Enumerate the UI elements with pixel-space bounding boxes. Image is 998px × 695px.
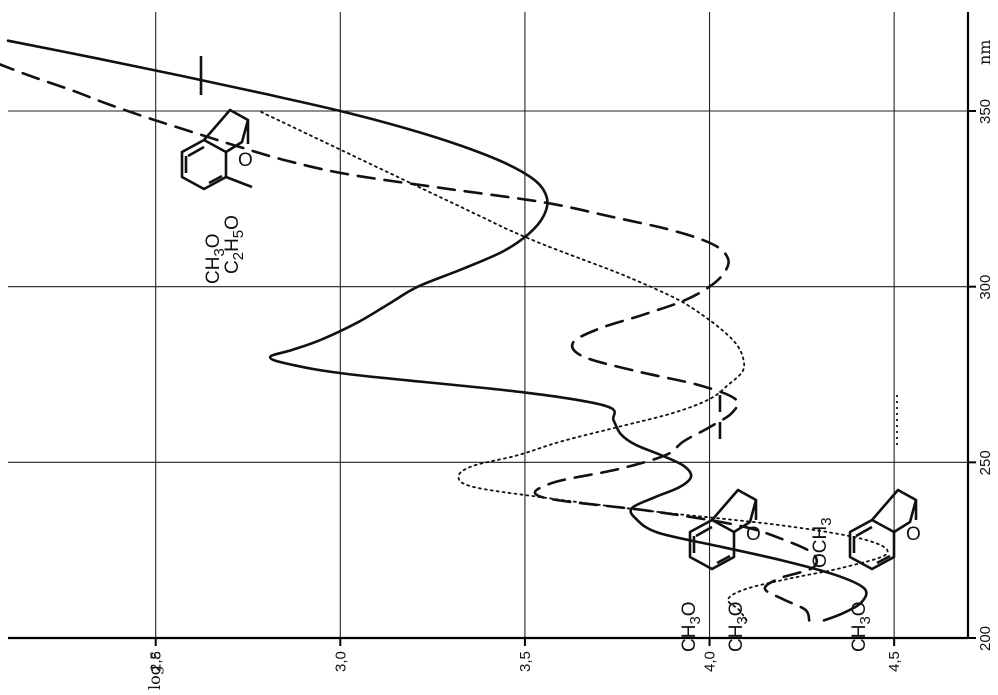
structure-3-keto: O <box>906 524 921 545</box>
series-group <box>0 39 889 622</box>
s1-o2: C <box>222 260 243 274</box>
ytick-label-0: 4,5 <box>886 651 903 672</box>
svg-text:C2H5O: C2H5O <box>222 215 247 274</box>
series-dotted-line <box>258 110 889 622</box>
series-dashed-line <box>0 63 819 622</box>
s1-o2-sub1: 2 <box>230 252 247 260</box>
s3-o1: CH <box>849 625 870 652</box>
xtick-label-2: 300 <box>977 275 994 300</box>
y-tick-labels: 4,5 4,0 3,5 3,0 2,5 <box>148 638 903 672</box>
svg-text:CH3O: CH3O <box>203 233 228 284</box>
xtick-label-0: 200 <box>977 626 994 651</box>
ytick-label-1: 4,0 <box>702 651 719 672</box>
ytick-label-4: 2,5 <box>148 651 165 672</box>
s1-o1: CH <box>203 257 224 284</box>
structure-3: O <box>848 488 921 571</box>
y-axis-label: log ε <box>145 652 164 690</box>
structure-1: O <box>180 108 253 191</box>
structure-3-substituents: CH3O OCH3 <box>810 517 874 652</box>
x-axis-label: nm <box>975 40 994 65</box>
s3-o1-sub: 3 <box>857 616 874 624</box>
svg-text:OCH3: OCH3 <box>810 517 835 568</box>
s1-o1-tail: O <box>203 233 224 248</box>
structure-2-substituents: CH3O CH3O <box>679 601 751 652</box>
s2-o1-tail: O <box>679 601 700 616</box>
structure-1-substituents: CH3O C2H5O <box>203 215 247 284</box>
structure-1-keto: O <box>238 150 253 171</box>
plot-frame <box>8 12 970 640</box>
grid <box>8 12 968 638</box>
x-tick-labels: 200 250 300 350 <box>968 99 994 651</box>
xtick-label-1: 250 <box>977 450 994 475</box>
s1-o2-mid: H <box>222 238 243 252</box>
s2-o2: CH <box>726 625 747 652</box>
s3-o1-tail: O <box>849 601 870 616</box>
s2-o1-sub: 3 <box>687 616 704 624</box>
svg-text:CH3O: CH3O <box>849 601 874 652</box>
s1-o2-sub2: 5 <box>230 230 247 238</box>
series-solid-line <box>6 39 868 622</box>
structure-2-keto: O <box>746 524 761 545</box>
s1-o1-sub: 3 <box>211 248 228 256</box>
structure-2: O <box>688 488 761 571</box>
s3-o2: OCH <box>810 526 831 568</box>
s2-o1: CH <box>679 625 700 652</box>
s3-o2-sub: 3 <box>818 517 835 525</box>
svg-text:CH3O: CH3O <box>726 601 751 652</box>
svg-text:CH3O: CH3O <box>679 601 704 652</box>
ytick-label-2: 3,5 <box>517 651 534 672</box>
s1-o2-tail: O <box>222 215 243 230</box>
ytick-label-3: 3,0 <box>332 651 349 672</box>
s2-o2-tail: O <box>726 601 747 616</box>
xtick-label-3: 350 <box>977 99 994 124</box>
s2-o2-sub: 3 <box>734 616 751 624</box>
